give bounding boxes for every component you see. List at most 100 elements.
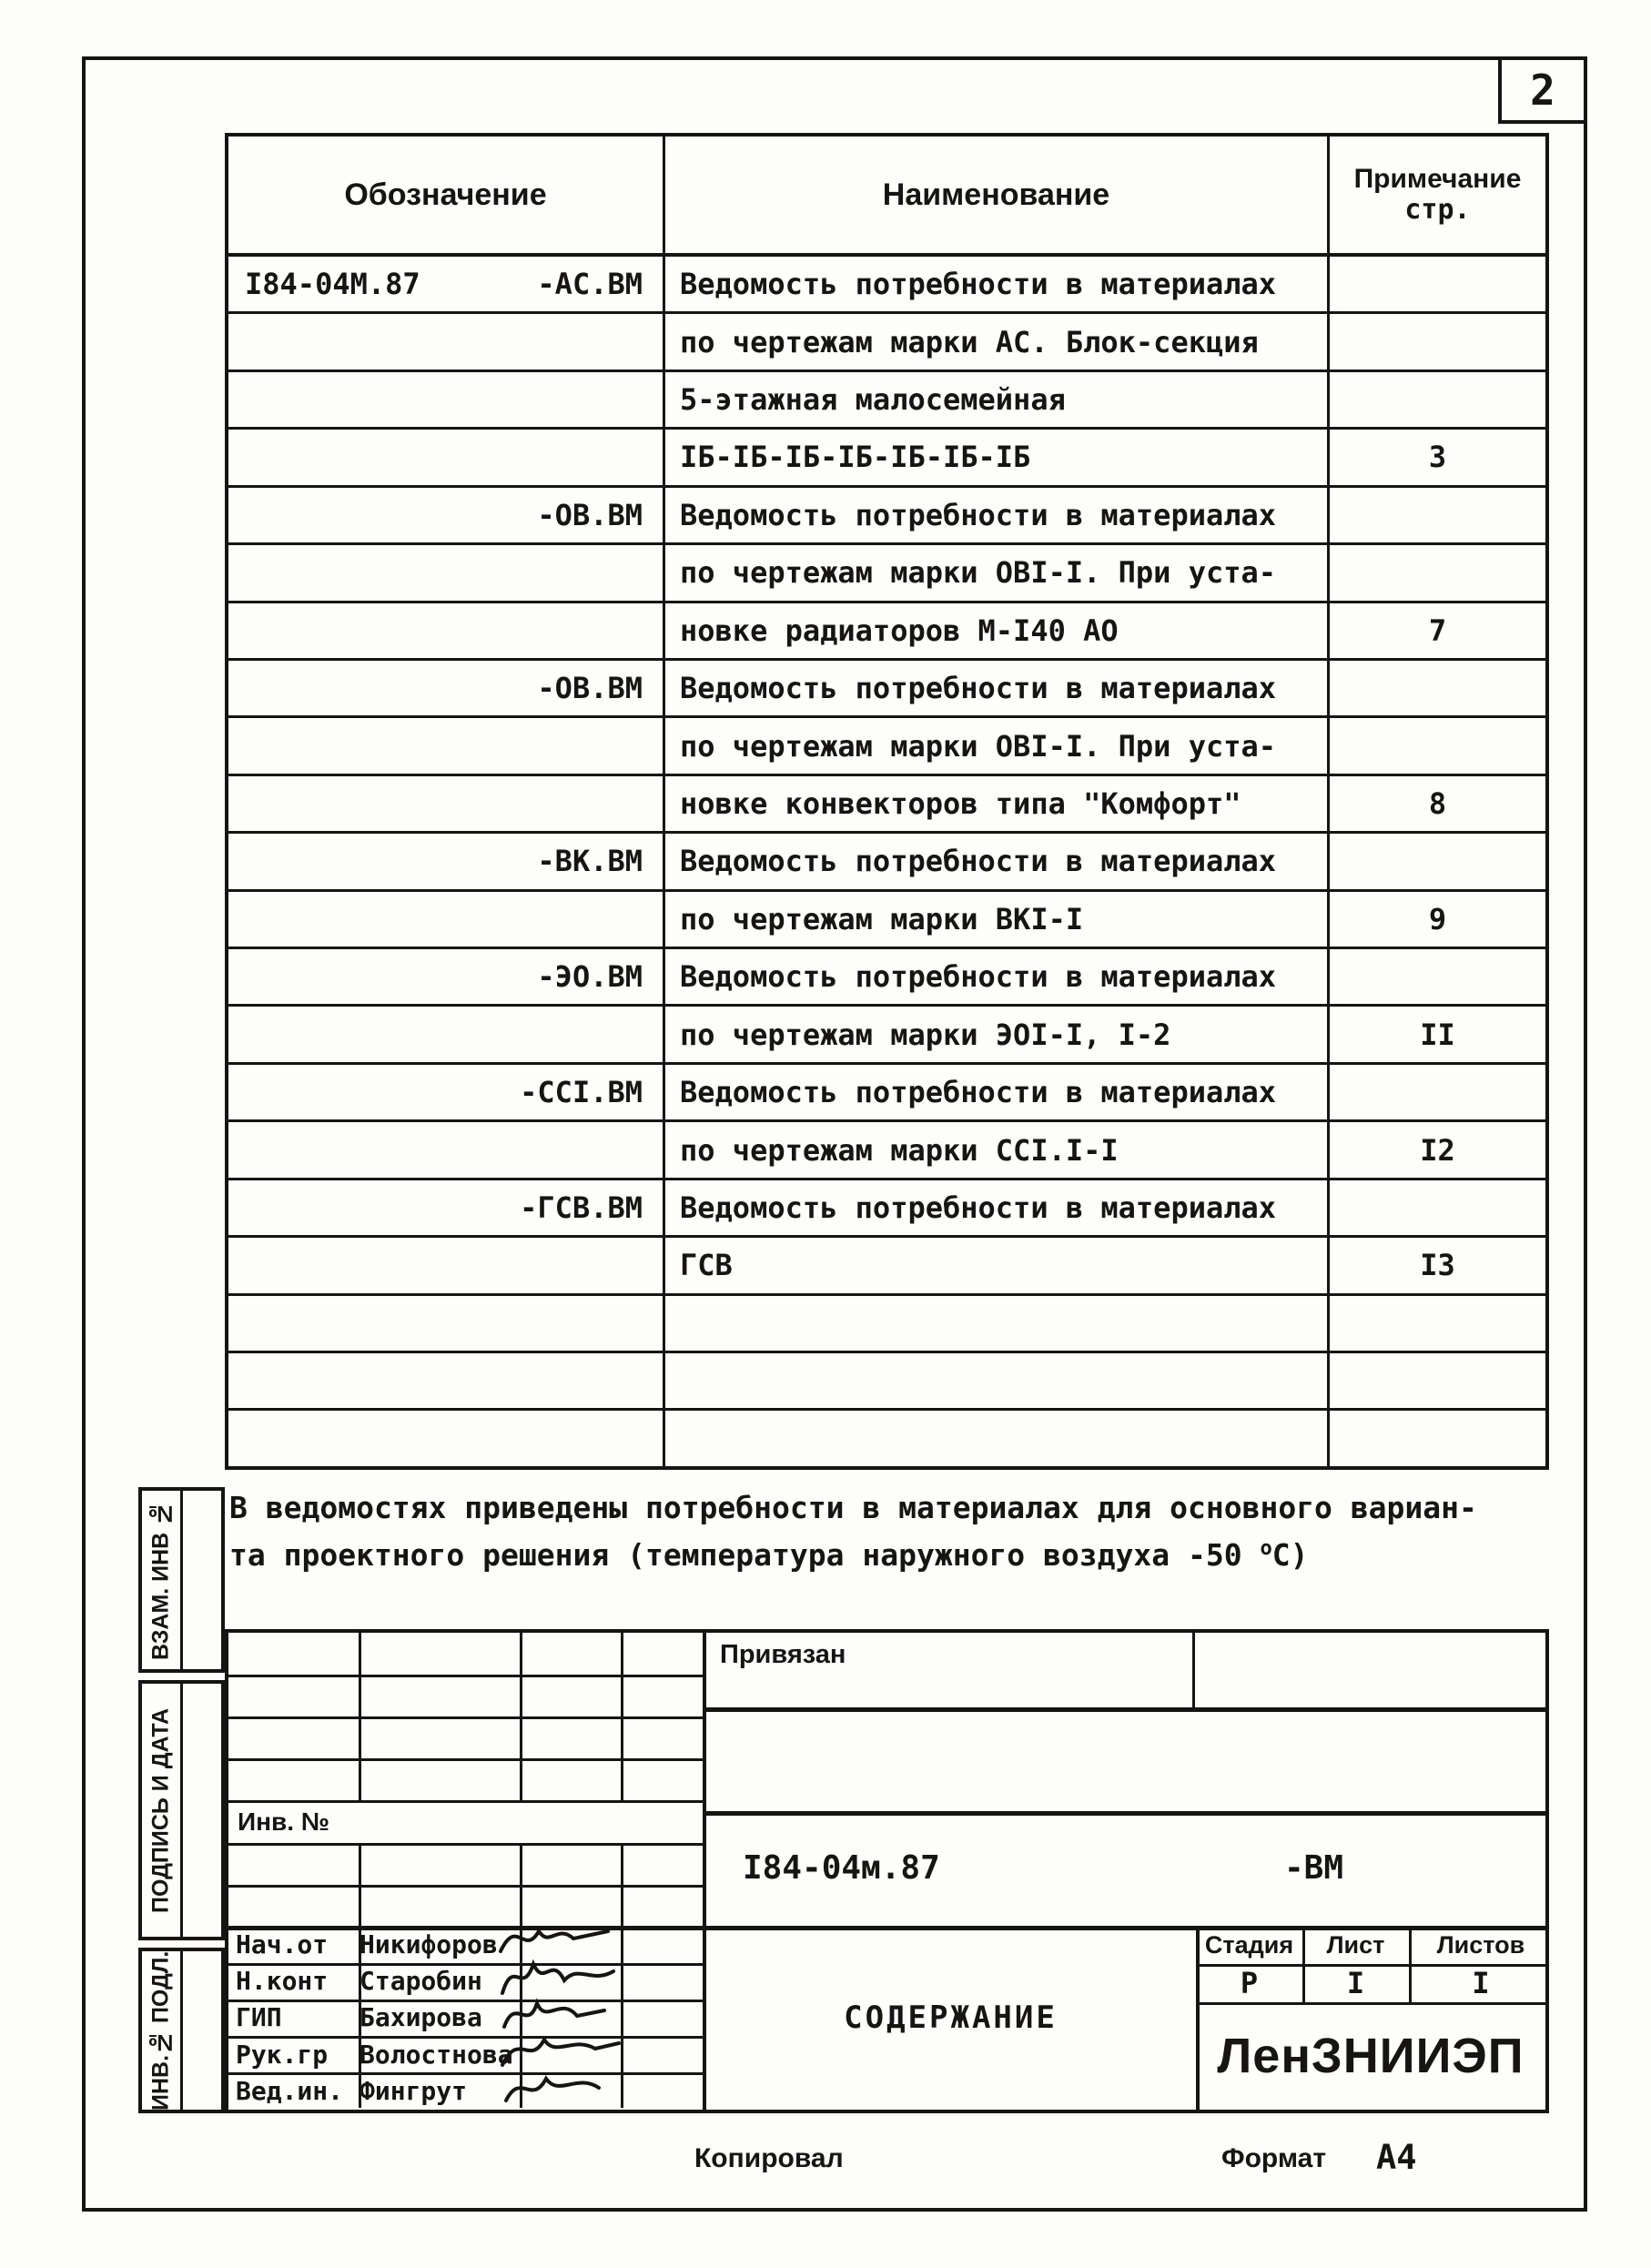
page-number: 2 bbox=[1530, 66, 1555, 115]
name-cell: по чертежам марки ОВI-I. При уста- bbox=[665, 545, 1330, 601]
signature bbox=[504, 2074, 601, 2102]
grid-line bbox=[1196, 1964, 1545, 1967]
page-ref-cell bbox=[1330, 949, 1545, 1004]
header-note-line1: Примечание bbox=[1353, 164, 1522, 194]
designation-cell bbox=[228, 371, 665, 428]
grid-line bbox=[520, 1633, 522, 1800]
grid-line bbox=[228, 1843, 703, 1846]
sidebar-label-podpis-data: ПОДПИСЬ И ДАТА bbox=[147, 1707, 174, 1913]
signer-name: Бахирова bbox=[360, 2002, 482, 2033]
designation-cell bbox=[228, 430, 665, 485]
page-ref-cell bbox=[1330, 314, 1545, 369]
name-cell: Ведомость потребности в материалах bbox=[665, 949, 1330, 1005]
page-ref-cell bbox=[1330, 718, 1545, 773]
signer-role: Нач.от bbox=[236, 1929, 329, 1959]
grid-line bbox=[359, 1843, 361, 2108]
grid-line bbox=[703, 1633, 706, 2110]
designation-cell bbox=[228, 1238, 665, 1293]
designation-text: -ССI.ВМ bbox=[520, 1075, 643, 1110]
header-note-line2: стр. bbox=[1404, 194, 1471, 226]
organization-name: ЛенЗНИИЭП bbox=[1217, 2029, 1524, 2083]
name-cell: Ведомость потребности в материалах bbox=[665, 487, 1330, 543]
signature bbox=[499, 1928, 610, 1953]
grid-line bbox=[228, 2000, 703, 2002]
designation-text: -ЭО.ВМ bbox=[537, 959, 643, 995]
grid-line bbox=[1302, 1926, 1305, 2002]
name-cell bbox=[665, 1353, 1330, 1409]
grid-line bbox=[228, 1963, 703, 1966]
name-cell: Ведомость потребности в материалах bbox=[665, 660, 1330, 716]
title-block: Привязан Инв. № I84-04м.87 -ВМ СОДЕРЖАНИ… bbox=[225, 1629, 1549, 2113]
designation-cell: -ГСВ.ВМ bbox=[228, 1180, 665, 1236]
grid-line bbox=[703, 1707, 1545, 1712]
designation-cell bbox=[228, 1411, 665, 1466]
grid-line bbox=[703, 1811, 1545, 1816]
table-header: Обозначение Наименование Примечание стр. bbox=[228, 137, 1545, 257]
table-row: ГСВ I3 bbox=[228, 1238, 1545, 1296]
table-row: по чертежам марки ЭОI-I, I-2 II bbox=[228, 1007, 1545, 1065]
grid-line bbox=[228, 1675, 703, 1677]
name-cell: Ведомость потребности в материалах bbox=[665, 1180, 1330, 1236]
stage-value: Р bbox=[1240, 1966, 1259, 2000]
table-row: -ССI.ВМ Ведомость потребности в материала… bbox=[228, 1064, 1545, 1123]
page-ref-cell bbox=[1330, 1411, 1545, 1465]
table-row: -ОВ.ВМ Ведомость потребности в материалах bbox=[228, 660, 1545, 719]
sidebar-cell-vzam-inv: ВЗАМ. ИНВ № bbox=[138, 1487, 225, 1673]
designation-text: -ОВ.ВМ bbox=[537, 671, 643, 706]
sheet-value: I bbox=[1346, 1966, 1365, 2000]
stage-label: Стадия bbox=[1204, 1930, 1294, 1959]
designation-cell bbox=[228, 1122, 665, 1178]
sidebar-cell-inv-podl: ИНВ.№ ПОДЛ. bbox=[138, 1948, 225, 2113]
sheet-label: Лист bbox=[1326, 1930, 1385, 1959]
page-ref-cell bbox=[1330, 1180, 1545, 1235]
sidebar-label-inv-podl: ИНВ.№ ПОДЛ. bbox=[147, 1950, 174, 2111]
grid-line bbox=[1192, 1633, 1195, 1707]
table-row: 5-этажная малосемейная bbox=[228, 371, 1545, 430]
table-row: новке конвекторов типа "Комфорт" 8 bbox=[228, 775, 1545, 835]
name-cell: Ведомость потребности в материалах bbox=[665, 1064, 1330, 1120]
grid-line bbox=[228, 1716, 703, 1719]
document-title: СОДЕРЖАНИЕ bbox=[844, 2000, 1058, 2036]
header-note: Примечание стр. bbox=[1330, 137, 1545, 253]
sheets-label: Листов bbox=[1436, 1930, 1525, 1959]
designation-code: I84-04М.87 bbox=[245, 267, 420, 302]
grid-line bbox=[520, 1843, 522, 2108]
designation-cell: -ЭО.ВМ bbox=[228, 949, 665, 1005]
signer-row: ГИП Бахирова bbox=[228, 1997, 703, 2036]
table-row bbox=[228, 1295, 1545, 1354]
page-ref-cell: 3 bbox=[1428, 440, 1447, 475]
page-ref-cell: I2 bbox=[1420, 1132, 1455, 1168]
grid-line bbox=[359, 1633, 361, 1800]
table-row: IБ-IБ-IБ-IБ-IБ-IБ-IБ 3 bbox=[228, 430, 1545, 488]
signer-row: Н.конт Старобин bbox=[228, 1959, 703, 1999]
divider bbox=[180, 1684, 183, 1937]
name-cell: 5-этажная малосемейная bbox=[665, 371, 1330, 428]
page-ref-cell: 9 bbox=[1428, 901, 1447, 937]
signer-name: Старобин bbox=[360, 1965, 482, 1996]
format-value: А4 bbox=[1376, 2138, 1417, 2177]
designation-cell: -ССI.ВМ bbox=[228, 1064, 665, 1120]
designation-cell: -ВК.ВМ bbox=[228, 834, 665, 889]
table-row: I84-04М.87 -АС.ВМ Ведомость потребности в … bbox=[228, 257, 1545, 315]
designation-cell bbox=[228, 1353, 665, 1409]
page-number-box: 2 bbox=[1498, 60, 1584, 124]
table-row: по чертежам марки ОВI-I. При уста- bbox=[228, 718, 1545, 776]
name-cell: по чертежам марки АС. Блок-секция bbox=[665, 314, 1330, 370]
divider bbox=[180, 1951, 183, 2110]
table-row: -ЭО.ВМ Ведомость потребности в материалах bbox=[228, 949, 1545, 1007]
page-ref-cell: 7 bbox=[1428, 613, 1447, 648]
table-body: I84-04М.87 -АС.ВМ Ведомость потребности в … bbox=[228, 257, 1545, 1466]
designation-cell bbox=[228, 545, 665, 601]
designation-cell: I84-04М.87 -АС.ВМ bbox=[228, 257, 665, 312]
signature bbox=[501, 2036, 621, 2068]
designation-cell bbox=[228, 314, 665, 370]
document-code: I84-04м.87 bbox=[743, 1849, 940, 1887]
page-ref-cell bbox=[1330, 372, 1545, 427]
grid-line bbox=[228, 2072, 703, 2075]
sheets-value: I bbox=[1472, 1966, 1490, 2000]
page-ref-cell bbox=[1330, 488, 1545, 542]
table-row: -ВК.ВМ Ведомость потребности в материалах bbox=[228, 834, 1545, 892]
table-row: по чертежам марки ВКI-I 9 bbox=[228, 891, 1545, 950]
designation-suffix: -АС.ВМ bbox=[537, 267, 643, 302]
signer-name: Волостнова bbox=[360, 2039, 513, 2070]
